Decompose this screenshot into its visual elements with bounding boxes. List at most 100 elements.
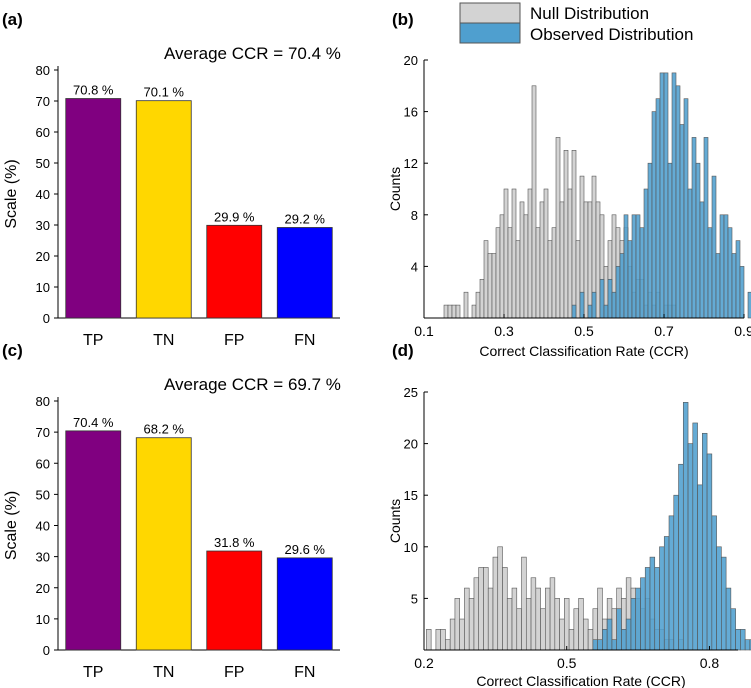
observed-hist-bin: [603, 304, 609, 319]
y-tick-label: 20: [404, 437, 418, 452]
observed-hist-bin: [678, 463, 684, 651]
null-hist-bin: [578, 598, 584, 651]
y-tick-label: 70: [36, 94, 50, 109]
y-tick-label: 10: [404, 540, 418, 555]
observed-hist-bin: [599, 278, 605, 319]
observed-hist-bin: [616, 608, 622, 651]
x-category-label: FP: [224, 332, 244, 349]
observed-hist-bin: [644, 567, 651, 651]
null-hist-bin: [487, 587, 494, 651]
observed-hist-bin: [623, 214, 629, 319]
y-tick-label: 60: [36, 456, 50, 471]
observed-hist-bin: [621, 629, 627, 651]
null-hist-bin: [559, 201, 565, 319]
null-hist-bin: [503, 188, 509, 319]
null-hist-bin: [499, 214, 505, 319]
observed-hist-bin: [668, 515, 675, 651]
null-hist-bin: [530, 577, 537, 651]
null-hist-bin: [554, 598, 560, 651]
y-tick-label: 25: [404, 385, 418, 400]
observed-hist-bin: [715, 253, 721, 319]
null-hist-bin: [511, 587, 518, 651]
observed-hist-bin: [571, 304, 577, 319]
null-hist-bin: [547, 240, 553, 319]
chart-a-title: Average CCR = 70.4 %: [164, 44, 341, 63]
null-hist-bin: [473, 577, 480, 651]
null-hist-bin: [506, 598, 513, 651]
x-category-label: TN: [153, 332, 174, 349]
observed-hist-bin: [640, 577, 646, 651]
legend-null-swatch: [459, 2, 521, 24]
observed-hist-bin: [702, 432, 708, 651]
observed-hist-bin: [730, 608, 736, 651]
null-hist-bin: [567, 188, 573, 319]
panel-label-d: (d): [392, 341, 414, 360]
observed-hist-bin: [692, 422, 698, 651]
observed-hist-bin: [651, 111, 657, 319]
observed-hist-bin: [707, 227, 713, 319]
chart-d: 5 10 15 20 25 0.2 0.5 0.8 Correct Classification…: [387, 385, 751, 688]
null-hist-bin: [507, 227, 513, 319]
null-hist-bin: [551, 227, 557, 319]
null-hist-bin: [555, 137, 561, 319]
bar-fp: [206, 550, 263, 651]
y-tick-label: 40: [36, 519, 50, 534]
null-hist-bin: [464, 587, 470, 651]
null-hist-bin: [564, 598, 570, 651]
bar-value-label: 70.4 %: [73, 415, 114, 430]
null-hist-bin: [463, 291, 469, 319]
null-hist-bin: [575, 240, 581, 319]
null-hist-bin: [455, 304, 461, 319]
chart-b: 4 8 12 16 20 0.1 0.3 0.5 0.7 0.9 Correct Classific…: [387, 53, 751, 359]
null-hist-bin: [440, 629, 446, 651]
observed-hist-bin: [735, 240, 741, 319]
legend-observed-label: Observed Distribution: [530, 25, 693, 44]
null-hist-bin: [559, 618, 565, 651]
null-hist-bin: [495, 227, 501, 319]
null-hist-bin: [483, 240, 489, 319]
null-hist-bin: [516, 608, 522, 651]
y-tick-label: 80: [36, 63, 50, 78]
null-hist-bin: [563, 150, 569, 319]
y-tick-label: 15: [404, 488, 418, 503]
null-hist-bin: [525, 598, 532, 651]
chart-c: 0 10 20 30 40 50 60 70 80 Scale (%) 70.4 % TP 68.2 %…: [3, 394, 340, 681]
null-hist-bin: [527, 188, 533, 319]
null-hist-bin: [471, 304, 477, 319]
x-category-label: TP: [83, 664, 103, 681]
null-hist-bin: [523, 214, 529, 319]
null-hist-bin: [543, 188, 549, 319]
y-tick-label: 30: [36, 218, 50, 233]
observed-hist-bin: [723, 214, 729, 319]
null-hist-bin: [511, 188, 517, 319]
observed-hist-bin: [647, 162, 653, 319]
observed-hist-bin: [592, 639, 598, 651]
bar-value-label: 29.9 %: [214, 209, 255, 224]
observed-hist-bin: [711, 175, 717, 319]
null-hist-bin: [492, 556, 499, 651]
null-hist-bin: [479, 278, 485, 319]
bar-value-label: 29.6 %: [285, 542, 326, 557]
observed-hist-bin: [602, 629, 608, 651]
x-tick-label: 0.2: [414, 655, 434, 671]
observed-hist-bin: [671, 72, 677, 319]
null-hist-bin: [545, 587, 551, 651]
panel-label-b: (b): [392, 10, 414, 29]
observed-hist-bin: [643, 188, 649, 319]
panel-label-c: (c): [2, 341, 23, 360]
observed-hist-bin: [606, 618, 613, 651]
null-hist-bin: [443, 304, 449, 319]
observed-hist-bin: [687, 188, 693, 319]
y-axis-label: Scale (%): [3, 159, 20, 228]
observed-hist-bin: [597, 639, 603, 651]
observed-hist-bin: [721, 556, 727, 651]
observed-hist-bin: [611, 639, 617, 651]
observed-hist-bin: [711, 515, 717, 651]
y-axis-label: Counts: [387, 167, 403, 211]
null-hist-bin: [540, 608, 546, 651]
x-tick-label: 0.5: [557, 655, 577, 671]
legend-null-label: Null Distribution: [530, 4, 649, 23]
x-category-label: TN: [153, 664, 174, 681]
null-hist-bin: [445, 639, 451, 651]
observed-hist-bin: [627, 240, 633, 319]
